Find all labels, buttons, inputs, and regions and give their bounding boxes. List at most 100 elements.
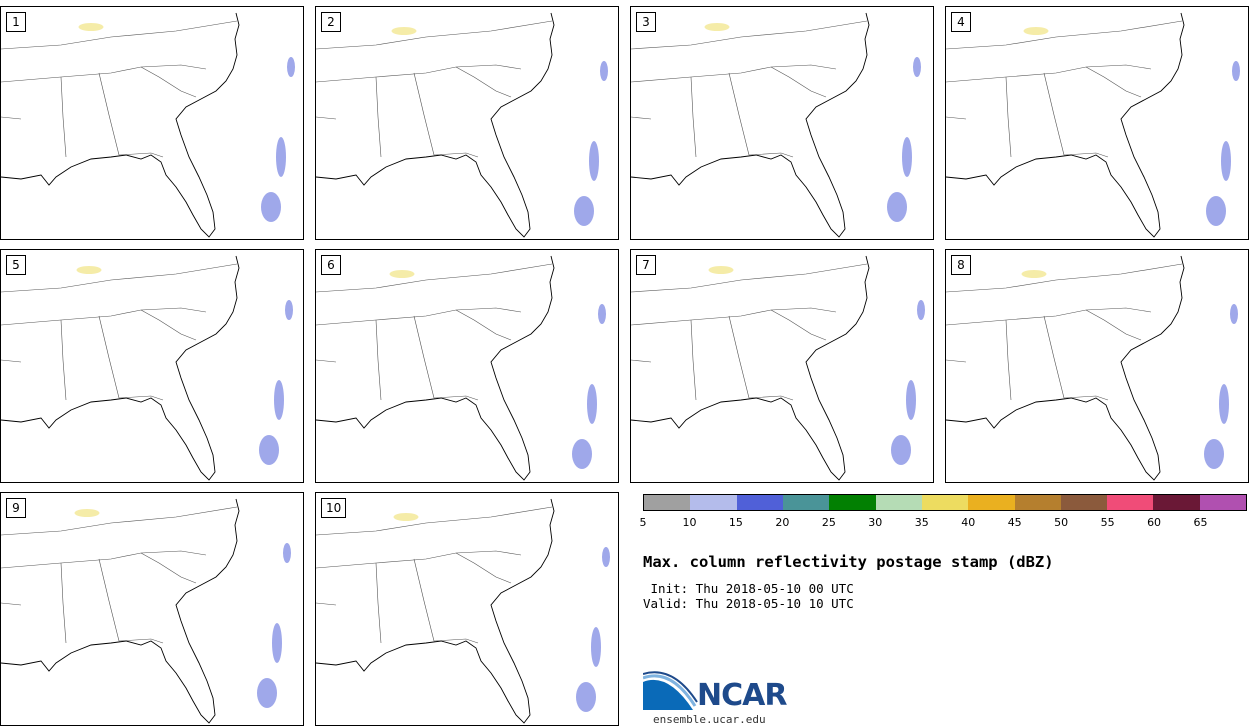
state-border: [60, 76, 67, 158]
state-border: [413, 72, 435, 156]
state-border: [1, 602, 22, 606]
colorbar: [643, 494, 1247, 511]
colorbar-segment: [829, 495, 876, 510]
state-border: [140, 552, 197, 584]
map-panel-1: 1: [0, 6, 304, 240]
state-border: [1, 550, 207, 569]
reflectivity-cell: [591, 627, 601, 667]
state-border: [728, 315, 750, 399]
state-border: [118, 395, 164, 401]
member-label: 8: [951, 255, 971, 275]
state-border: [946, 359, 967, 363]
state-border: [118, 638, 164, 644]
map-panel-4: 4: [945, 6, 1249, 240]
state-border: [631, 307, 837, 326]
member-label: 3: [636, 12, 656, 32]
member-label: 5: [6, 255, 26, 275]
reflectivity-cell: [704, 23, 730, 31]
state-border: [375, 76, 382, 158]
state-border: [1, 359, 22, 363]
member-label: 10: [321, 498, 347, 518]
reflectivity-cell: [285, 300, 293, 320]
state-border: [316, 506, 553, 536]
state-border: [946, 64, 1152, 83]
state-border: [316, 263, 553, 293]
coastline: [316, 498, 555, 724]
map-panel-8: 8: [945, 249, 1249, 483]
map-panel-9: 9: [0, 492, 304, 726]
state-border: [316, 307, 522, 326]
colorbar-tick-label: 40: [961, 516, 976, 529]
colorbar-segment: [1060, 495, 1108, 510]
colorbar-tick-label: 50: [1054, 516, 1069, 529]
reflectivity-cell: [257, 678, 277, 708]
colorbar-segment: [1014, 495, 1061, 510]
colorbar-tick-label: 45: [1007, 516, 1022, 529]
state-border: [375, 562, 382, 644]
map-outline: [1, 498, 291, 724]
state-border: [316, 116, 337, 120]
state-border: [1043, 72, 1065, 156]
colorbar-segment: [782, 495, 830, 510]
reflectivity-cell: [76, 266, 102, 274]
reflectivity-cell: [572, 439, 592, 469]
map-outline: [631, 255, 925, 481]
site-url: ensemble.ucar.edu: [653, 713, 766, 726]
colorbar-segment: [644, 495, 691, 510]
reflectivity-cell: [276, 137, 286, 177]
valid-time: Valid: Thu 2018-05-10 10 UTC: [643, 596, 854, 611]
colorbar-segment: [690, 495, 737, 510]
colorbar-tick-label: 30: [868, 516, 883, 529]
colorbar-segment: [875, 495, 922, 510]
state-border: [98, 558, 120, 642]
state-border: [316, 602, 337, 606]
state-border: [1005, 319, 1012, 401]
state-border: [60, 562, 67, 644]
reflectivity-cell: [598, 304, 606, 324]
state-border: [316, 359, 337, 363]
state-border: [1, 20, 238, 50]
colorbar-tick-label: 10: [682, 516, 697, 529]
reflectivity-cell: [393, 513, 419, 521]
map-panel-3: 3: [630, 6, 934, 240]
init-time: Init: Thu 2018-05-10 00 UTC: [643, 581, 854, 596]
colorbar-tick-label: 20: [775, 516, 790, 529]
reflectivity-cell: [274, 380, 284, 420]
coastline: [631, 12, 870, 238]
colorbar-tick-label: 60: [1147, 516, 1162, 529]
reflectivity-cell: [261, 192, 281, 222]
coastline: [946, 255, 1185, 481]
colorbar-segment: [1153, 495, 1200, 510]
colorbar-tick-label: 15: [728, 516, 743, 529]
reflectivity-cell: [389, 270, 415, 278]
reflectivity-cell: [287, 57, 295, 77]
colorbar-ticks: 5 10 15 20 25 30 35 40 45 50 55 60 65: [640, 516, 1247, 530]
state-border: [98, 315, 120, 399]
map-outline: [316, 12, 608, 238]
state-border: [413, 315, 435, 399]
state-border: [631, 64, 837, 83]
reflectivity-cell: [1219, 384, 1229, 424]
coastline: [946, 12, 1185, 238]
reflectivity-cell: [574, 196, 594, 226]
reflectivity-cell: [602, 547, 610, 567]
coastline: [316, 12, 555, 238]
reflectivity-cell: [1023, 27, 1049, 35]
reflectivity-cell: [887, 192, 907, 222]
state-border: [690, 319, 697, 401]
reflectivity-cell: [78, 23, 104, 31]
state-border: [140, 66, 197, 98]
state-border: [1, 116, 22, 120]
state-border: [1, 506, 238, 536]
state-border: [1, 64, 207, 83]
state-border: [316, 20, 553, 50]
state-border: [1063, 152, 1109, 158]
member-label: 4: [951, 12, 971, 32]
state-border: [455, 66, 512, 98]
state-border: [98, 72, 120, 156]
reflectivity-cell: [272, 623, 282, 663]
reflectivity-cell: [1021, 270, 1047, 278]
map-panel-5: 5: [0, 249, 304, 483]
reflectivity-cell: [600, 61, 608, 81]
state-border: [946, 20, 1183, 50]
